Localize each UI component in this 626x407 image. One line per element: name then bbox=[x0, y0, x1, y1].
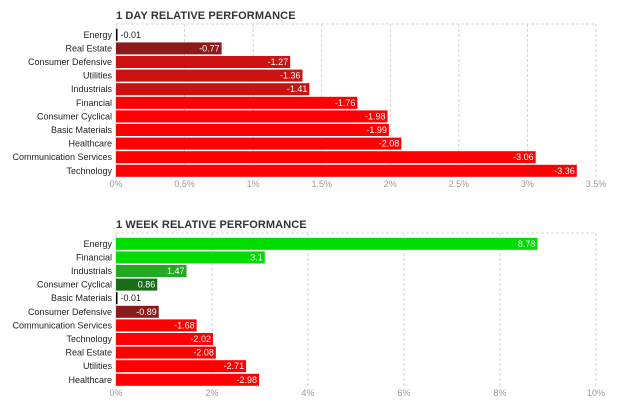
value-label: -1.99 bbox=[366, 125, 387, 135]
bar bbox=[116, 251, 265, 264]
x-tick-label: 3% bbox=[521, 179, 534, 189]
category-label: Healthcare bbox=[68, 375, 112, 385]
bar bbox=[116, 265, 187, 277]
category-label: Communication Services bbox=[12, 320, 112, 330]
value-label: -1.27 bbox=[268, 57, 289, 67]
x-tick-label: 0% bbox=[109, 388, 122, 398]
value-label: -0.01 bbox=[121, 293, 142, 303]
bar bbox=[116, 69, 303, 82]
x-tick-label: 10% bbox=[587, 388, 605, 398]
bar bbox=[116, 110, 388, 123]
x-tick-label: 6% bbox=[397, 388, 410, 398]
value-label: -1.68 bbox=[174, 320, 195, 330]
category-label: Energy bbox=[83, 239, 112, 249]
value-label: -2.02 bbox=[190, 334, 211, 344]
category-label: Financial bbox=[76, 252, 112, 262]
value-label: 8.78 bbox=[518, 239, 536, 249]
chart-title-1week: 1 WEEK RELATIVE PERFORMANCE bbox=[116, 219, 307, 231]
category-label: Consumer Cyclical bbox=[37, 280, 112, 290]
category-label: Technology bbox=[66, 166, 112, 176]
category-label: Basic Materials bbox=[51, 293, 113, 303]
value-label: -0.89 bbox=[136, 307, 157, 317]
category-label: Utilities bbox=[83, 71, 113, 81]
bar bbox=[116, 42, 222, 55]
bar bbox=[116, 28, 118, 41]
value-label: -0.01 bbox=[121, 30, 142, 40]
bar bbox=[116, 346, 216, 359]
value-label: 1.47 bbox=[167, 266, 185, 276]
category-label: Basic Materials bbox=[51, 125, 113, 135]
bar bbox=[116, 237, 538, 250]
chart-title-1day: 1 DAY RELATIVE PERFORMANCE bbox=[116, 10, 296, 22]
bar bbox=[116, 151, 536, 164]
category-label: Communication Services bbox=[12, 152, 112, 162]
value-label: -1.98 bbox=[365, 111, 386, 121]
x-tick-label: 4% bbox=[301, 388, 314, 398]
bar bbox=[116, 96, 358, 109]
category-label: Industrials bbox=[71, 84, 113, 94]
x-tick-label: 0% bbox=[109, 179, 122, 189]
category-label: Consumer Cyclical bbox=[37, 111, 112, 121]
category-label: Real Estate bbox=[65, 348, 112, 358]
chart-1day: 0% 0.5% 1% 1.5% 2% 2.5% 3% 3.5% Energy -0.01 Real … bbox=[12, 23, 607, 189]
category-label: Technology bbox=[66, 334, 112, 344]
x-tick-label: 1% bbox=[247, 179, 260, 189]
x-tick-label: 8% bbox=[493, 388, 506, 398]
value-label: -2.71 bbox=[224, 361, 245, 371]
category-label: Industrials bbox=[71, 266, 113, 276]
x-tick-label: 2% bbox=[384, 179, 397, 189]
bar bbox=[116, 124, 389, 136]
value-label: -3.06 bbox=[513, 152, 534, 162]
x-tick-label: 1.5% bbox=[311, 179, 332, 189]
bar bbox=[116, 278, 158, 291]
value-label: -2.08 bbox=[379, 139, 400, 149]
value-label: 0.86 bbox=[138, 280, 156, 290]
x-tick-label: 3.5% bbox=[586, 179, 607, 189]
category-label: Consumer Defensive bbox=[28, 307, 112, 317]
bar bbox=[116, 305, 159, 318]
category-label: Real Estate bbox=[65, 43, 112, 53]
x-tick-label: 0.5% bbox=[174, 179, 195, 189]
bar bbox=[116, 373, 260, 386]
bar bbox=[116, 164, 577, 177]
bar bbox=[116, 292, 118, 305]
bar bbox=[116, 137, 402, 150]
x-tick-label: 2.5% bbox=[449, 179, 470, 189]
value-label: -0.77 bbox=[199, 43, 220, 53]
x-tick-label: 2% bbox=[205, 388, 218, 398]
value-label: -2.08 bbox=[193, 348, 214, 358]
bar bbox=[116, 319, 197, 332]
bar bbox=[116, 56, 291, 68]
category-label: Utilities bbox=[83, 361, 113, 371]
bar bbox=[116, 360, 247, 373]
value-label: -1.76 bbox=[335, 98, 356, 108]
category-label: Healthcare bbox=[68, 139, 112, 149]
value-label: -3.36 bbox=[554, 166, 575, 176]
bar bbox=[116, 333, 213, 345]
value-label: 3.1 bbox=[250, 252, 263, 262]
value-label: -1.41 bbox=[287, 84, 308, 94]
value-label: -2.98 bbox=[237, 375, 258, 385]
bar bbox=[116, 83, 310, 96]
category-label: Financial bbox=[76, 98, 112, 108]
category-label: Energy bbox=[83, 30, 112, 40]
value-label: -1.36 bbox=[280, 71, 301, 81]
category-label: Consumer Defensive bbox=[28, 57, 112, 67]
